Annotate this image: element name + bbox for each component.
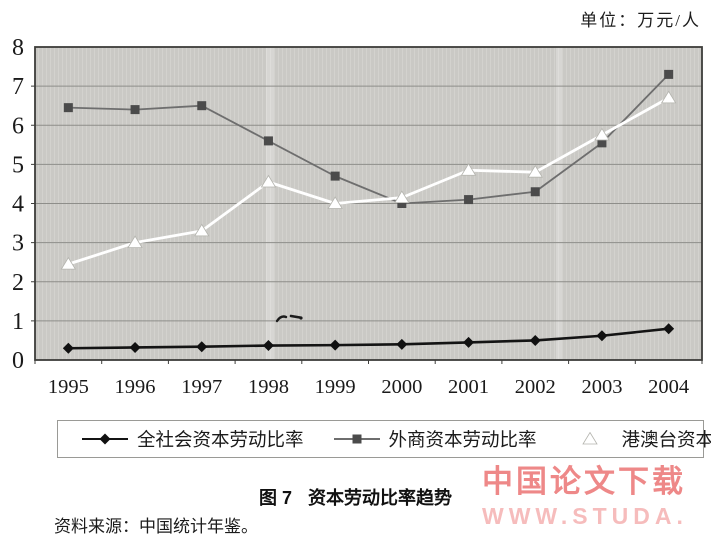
chart-legend: 全社会资本劳动比率 外商资本劳动比率 港澳台资本劳动比率	[57, 420, 711, 458]
watermark-url: WWW.STUDA.	[482, 503, 688, 529]
svg-text:1997: 1997	[181, 376, 222, 398]
legend-label-society: 全社会资本劳动比率	[137, 431, 304, 451]
figure-caption: 图 7 资本劳动比率趋势	[0, 484, 711, 510]
legend-item-foreign: 外商资本劳动比率	[333, 426, 537, 452]
svg-text:5: 5	[12, 152, 24, 178]
figure-title: 资本劳动比率趋势	[308, 488, 452, 508]
figure-number: 图 7	[258, 488, 292, 508]
unit-label: 单位：万元/人	[580, 11, 701, 30]
watermark-site-name: 中国论文下载	[482, 464, 686, 499]
svg-text:2001: 2001	[448, 376, 489, 398]
svg-text:2002: 2002	[515, 376, 556, 398]
source-note: 资料来源：中国统计年鉴。	[54, 517, 258, 536]
diamond-series-marker-icon	[82, 432, 128, 446]
svg-text:2003: 2003	[581, 376, 622, 398]
svg-text:4: 4	[12, 192, 24, 218]
svg-text:1998: 1998	[248, 376, 289, 398]
watermark: 中国论文下载 WWW.STUDA.	[482, 466, 711, 528]
svg-text:2000: 2000	[381, 376, 422, 398]
svg-text:1996: 1996	[115, 376, 156, 398]
svg-text:1995: 1995	[48, 376, 89, 398]
svg-text:1: 1	[12, 309, 24, 335]
legend-item-society: 全社会资本劳动比率	[82, 426, 304, 452]
svg-text:0: 0	[12, 348, 24, 374]
legend-label-foreign: 外商资本劳动比率	[388, 431, 537, 451]
legend-label-hkmotw: 港澳台资本劳动比率	[621, 431, 711, 451]
svg-text:6: 6	[12, 113, 24, 139]
legend-item-hkmotw: 港澳台资本劳动比率	[566, 426, 711, 452]
svg-text:8: 8	[12, 35, 24, 61]
svg-text:3: 3	[12, 231, 24, 257]
svg-text:2004: 2004	[648, 376, 689, 398]
square-series-marker-icon	[333, 432, 380, 446]
svg-text:7: 7	[12, 74, 24, 100]
svg-text:1999: 1999	[315, 376, 356, 398]
triangle-series-marker-icon	[566, 431, 613, 446]
svg-text:2: 2	[12, 270, 24, 296]
